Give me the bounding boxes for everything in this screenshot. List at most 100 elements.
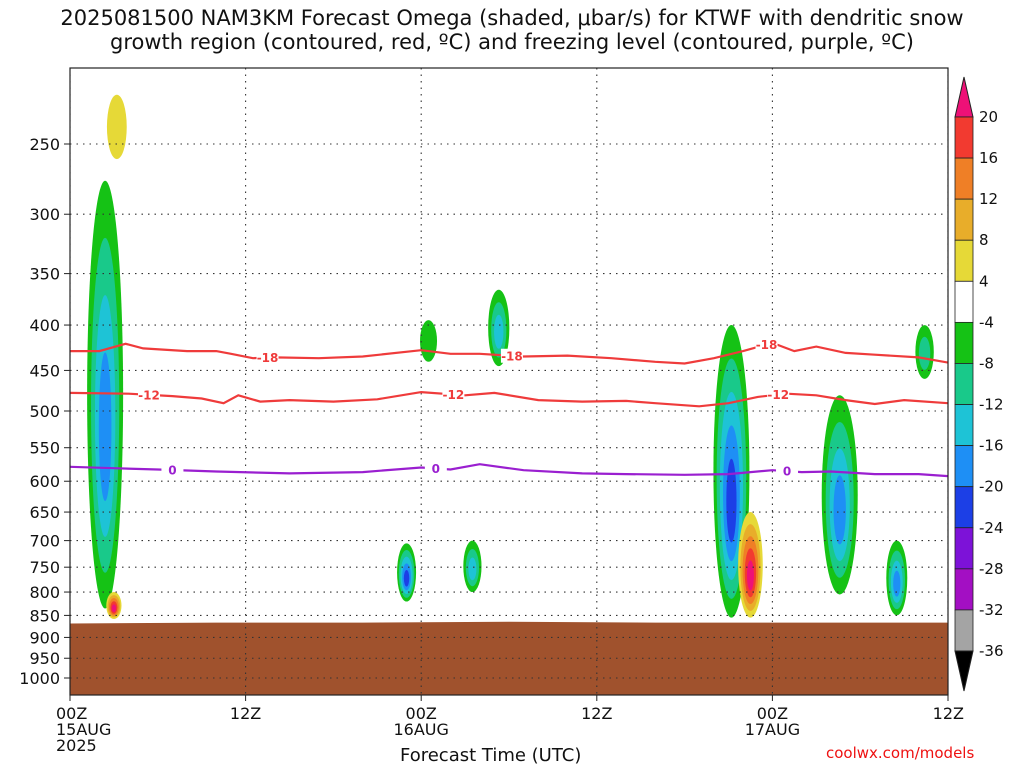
omega-level-4 [893,570,901,597]
colorbar-box [954,363,974,405]
y-tick-label: 450 [29,361,60,380]
colorbar-box [954,198,974,241]
colorbar-label: -20 [979,478,1004,496]
plot-frame [69,67,949,696]
omega-level-5 [746,560,754,591]
terrain-fill [70,621,948,695]
y-tick-label: 600 [29,472,60,491]
contour-label: -12 [443,388,465,402]
colorbar-box [954,280,974,323]
omega-level-5 [111,604,117,613]
colorbar-label: 4 [979,272,989,290]
x-tick-date: 16AUG [393,720,448,739]
y-tick-label: 850 [29,606,60,625]
colorbar-box [954,486,974,529]
contour-0: 0 0 0 [70,461,948,479]
omega-level-4 [98,352,112,502]
y-tick-label: 400 [29,316,60,335]
omega-feature [821,395,858,595]
y-tick-label: 300 [29,205,60,224]
colorbar-box [954,239,974,282]
contour-label-bg [500,348,523,363]
contour--12: -12 -12 -12 [70,387,948,408]
x-axis-label: Forecast Time (UTC) [400,745,582,766]
colorbar: 20 16 12 8 4 -4 -8 -12 -16 -20 -24 -28 -32 -36 [954,76,1004,692]
omega-feature [463,540,482,593]
contour-label: -18 [756,338,778,352]
contour-line [70,463,948,478]
y-tick-label: 350 [29,265,60,284]
colorbar-label: -16 [979,437,1004,455]
omega-feature [397,543,417,602]
omega-level-3 [494,314,504,349]
x-tick-label: 00Z [757,704,788,723]
contour-label: 0 [783,465,791,479]
colorbar-label: 16 [979,149,998,167]
contour-label: 0 [168,463,176,477]
colorbar-box [954,157,974,200]
omega-feature [106,94,127,160]
y-tick-label: 500 [29,402,60,421]
title-line-2: growth region (contoured, red, ºC) and f… [110,30,914,54]
colorbar-label: 20 [979,108,998,126]
y-tick-label: 1000 [19,669,60,688]
y-axis-ticks: 250 300 350 400 450 500 550 600 650 700 750 800 850 9… [19,135,70,688]
credit-link[interactable]: coolwx.com/models [826,744,975,762]
colorbar-label: 12 [979,190,998,208]
x-tick-label: 00Z [56,704,87,723]
omega-feature [106,592,122,620]
grid-lines [70,68,948,695]
colorbar-box [954,404,974,447]
contour-label: 0 [432,462,440,476]
omega-level-5 [726,458,737,543]
contour--18: -18 -18 -18 [70,337,948,365]
chart-title: 2025081500 NAM3KM Forecast Omega (shaded… [0,6,1024,54]
contour-line [70,390,948,408]
colorbar-label: -32 [979,601,1004,619]
x-tick-date: 15AUG [56,720,111,739]
terrain-polygon [70,621,948,695]
x-tick-label: 12Z [581,704,612,723]
contour-label-bg [442,387,465,402]
y-tick-label: 800 [29,583,60,602]
contour-label-bg [161,462,184,477]
omega-feature [87,180,124,609]
contour-label: -18 [501,349,523,363]
contour-label: -12 [138,388,160,402]
contour-label-bg [256,350,279,365]
omega-level-3 [468,557,477,581]
colorbar-label: -8 [979,354,994,372]
omega-feature [738,512,763,618]
colorbar-box [954,116,974,159]
x-tick-date: 17AUG [745,720,800,739]
colorbar-label: -4 [979,313,994,331]
omega-level-1 [106,94,127,160]
colorbar-label: -36 [979,642,1004,660]
x-tick-label: 12Z [933,704,964,723]
contour-lines: -18 -18 -18 -12 -12 -12 0 0 0 [70,337,948,479]
contour-label-bg [138,387,161,402]
colorbar-box [954,609,974,652]
y-tick-label: 250 [29,135,60,154]
omega-level-5 [403,569,410,587]
omega-level-2 [918,336,931,370]
omega-feature [886,540,908,616]
y-tick-label: 900 [29,628,60,647]
contour-label-bg [776,464,799,479]
plot-area [70,68,948,695]
contour-label: -12 [767,388,789,402]
omega-feature [488,289,510,367]
x-tick-label: 12Z [230,704,261,723]
colorbar-label: -24 [979,519,1004,537]
omega-feature [713,325,750,618]
colorbar-bottom-arrow [954,650,974,692]
colorbar-box [954,445,974,488]
colorbar-box [954,321,974,364]
contour-label-bg [755,337,778,352]
omega-level-4 [833,475,846,545]
colorbar-box [954,568,974,611]
y-tick-label: 550 [29,439,60,458]
y-tick-label: 750 [29,558,60,577]
omega-feature [420,320,438,362]
